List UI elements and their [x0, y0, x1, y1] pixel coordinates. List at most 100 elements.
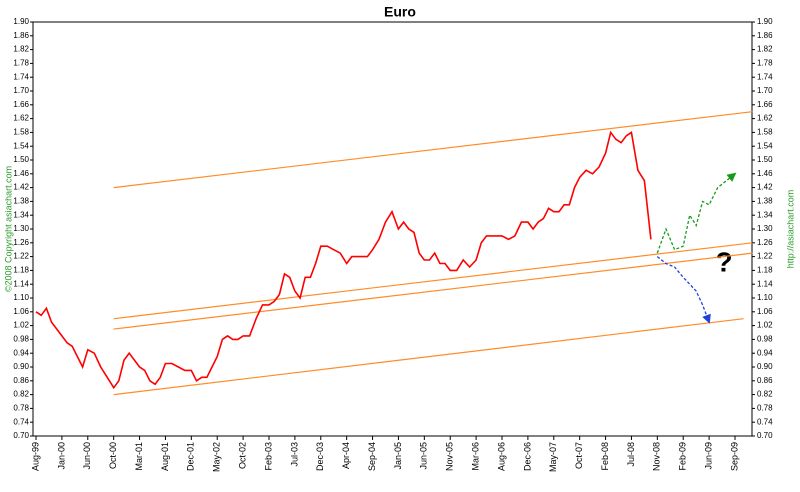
y-tick-label: 1.74	[13, 72, 29, 81]
x-tick-label: Jan-05	[393, 442, 403, 470]
annotation: ?	[715, 246, 732, 277]
x-tick-label: Jul-03	[289, 442, 299, 467]
x-tick-label: May-07	[548, 442, 558, 472]
y2-tick-label: 1.86	[757, 31, 773, 40]
y2-tick-label: 0.86	[757, 376, 773, 385]
y-tick-label: 0.94	[13, 348, 29, 357]
credit-left: ©2008 Copyright asiachart.com	[3, 166, 13, 292]
y2-tick-label: 1.78	[757, 59, 773, 68]
y2-tick-label: 1.82	[757, 45, 773, 54]
y2-tick-label: 1.50	[757, 155, 773, 164]
y2-tick-label: 1.06	[757, 307, 773, 316]
y-tick-label: 1.70	[13, 86, 29, 95]
x-tick-label: Oct-02	[237, 442, 247, 469]
x-tick-label: Aug-01	[160, 442, 170, 471]
y2-tick-label: 1.90	[757, 17, 773, 26]
y-tick-label: 1.34	[13, 210, 29, 219]
trend-line	[113, 318, 744, 396]
x-tick-label: Feb-08	[600, 442, 610, 471]
y-tick-label: 1.54	[13, 141, 29, 150]
y2-tick-label: 1.34	[757, 210, 773, 219]
x-tick-label: Nov-05	[445, 442, 455, 471]
y-tick-label: 1.18	[13, 266, 29, 275]
y2-tick-label: 1.02	[757, 321, 773, 330]
x-tick-label: Apr-04	[341, 442, 351, 469]
x-tick-label: Oct-00	[108, 442, 118, 469]
x-tick-label: Oct-07	[574, 442, 584, 469]
x-tick-label: Nov-08	[652, 442, 662, 471]
x-tick-label: May-02	[212, 442, 222, 472]
y-tick-label: 1.02	[13, 321, 29, 330]
y2-tick-label: 1.18	[757, 266, 773, 275]
trend-line	[113, 111, 753, 189]
y-tick-label: 1.10	[13, 293, 29, 302]
y2-tick-label: 1.66	[757, 100, 773, 109]
trend-line	[113, 242, 753, 320]
y-tick-label: 1.26	[13, 238, 29, 247]
y-tick-label: 1.22	[13, 252, 29, 261]
y-tick-label: 1.06	[13, 307, 29, 316]
credit-right: http://asiachart.com	[785, 190, 795, 269]
x-tick-label: Jan-00	[56, 442, 66, 470]
x-tick-label: Dec-01	[186, 442, 196, 471]
y2-tick-label: 1.70	[757, 86, 773, 95]
y-tick-label: 0.70	[13, 431, 29, 440]
y-tick-label: 0.98	[13, 335, 29, 344]
x-tick-label: Dec-06	[522, 442, 532, 471]
y2-tick-label: 0.94	[757, 348, 773, 357]
plot-area	[32, 21, 753, 437]
y-tick-label: 1.50	[13, 155, 29, 164]
trend-line	[113, 252, 753, 330]
x-tick-label: Sep-04	[367, 442, 377, 471]
y-tick-label: 0.74	[13, 417, 29, 426]
y-tick-label: 0.90	[13, 362, 29, 371]
y-tick-label: 0.86	[13, 376, 29, 385]
x-tick-label: Jun-00	[82, 442, 92, 470]
y2-tick-label: 1.30	[757, 224, 773, 233]
x-tick-label: Jun-09	[703, 442, 713, 470]
y2-tick-label: 0.82	[757, 390, 773, 399]
x-tick-label: Jun-05	[419, 442, 429, 470]
y-tick-label: 1.58	[13, 128, 29, 137]
y2-tick-label: 0.98	[757, 335, 773, 344]
y2-tick-label: 1.54	[757, 141, 773, 150]
y-tick-label: 1.90	[13, 17, 29, 26]
y2-tick-label: 1.58	[757, 128, 773, 137]
y2-tick-label: 1.26	[757, 238, 773, 247]
y2-tick-label: 1.62	[757, 114, 773, 123]
y2-tick-label: 1.74	[757, 72, 773, 81]
y-tick-label: 1.62	[13, 114, 29, 123]
y-tick-label: 1.46	[13, 169, 29, 178]
x-tick-label: Sep-09	[729, 442, 739, 471]
y-tick-label: 1.82	[13, 45, 29, 54]
y2-tick-label: 1.42	[757, 183, 773, 192]
forecast-line	[656, 172, 737, 254]
forecast-line	[656, 256, 711, 324]
y2-tick-label: 0.74	[757, 417, 773, 426]
chart-title: Euro	[384, 4, 416, 20]
y2-tick-label: 1.22	[757, 252, 773, 261]
y2-tick-label: 0.70	[757, 431, 773, 440]
y2-tick-label: 0.90	[757, 362, 773, 371]
y-tick-label: 1.78	[13, 59, 29, 68]
y-tick-label: 1.66	[13, 100, 29, 109]
y2-tick-label: 1.38	[757, 197, 773, 206]
y-tick-label: 1.38	[13, 197, 29, 206]
y2-tick-label: 1.46	[757, 169, 773, 178]
x-tick-label: Mar-06	[470, 442, 480, 471]
y2-tick-label: 1.14	[757, 279, 773, 288]
x-tick-label: Feb-09	[678, 442, 688, 471]
y-tick-label: 1.86	[13, 31, 29, 40]
price-line	[35, 130, 652, 390]
x-tick-label: Mar-01	[134, 442, 144, 471]
y-tick-label: 0.78	[13, 404, 29, 413]
y-tick-label: 1.42	[13, 183, 29, 192]
y-tick-label: 1.14	[13, 279, 29, 288]
y2-tick-label: 0.78	[757, 404, 773, 413]
y-tick-label: 1.30	[13, 224, 29, 233]
y-tick-label: 0.82	[13, 390, 29, 399]
x-tick-label: Aug-06	[496, 442, 506, 471]
x-tick-label: Aug-99	[30, 442, 40, 471]
